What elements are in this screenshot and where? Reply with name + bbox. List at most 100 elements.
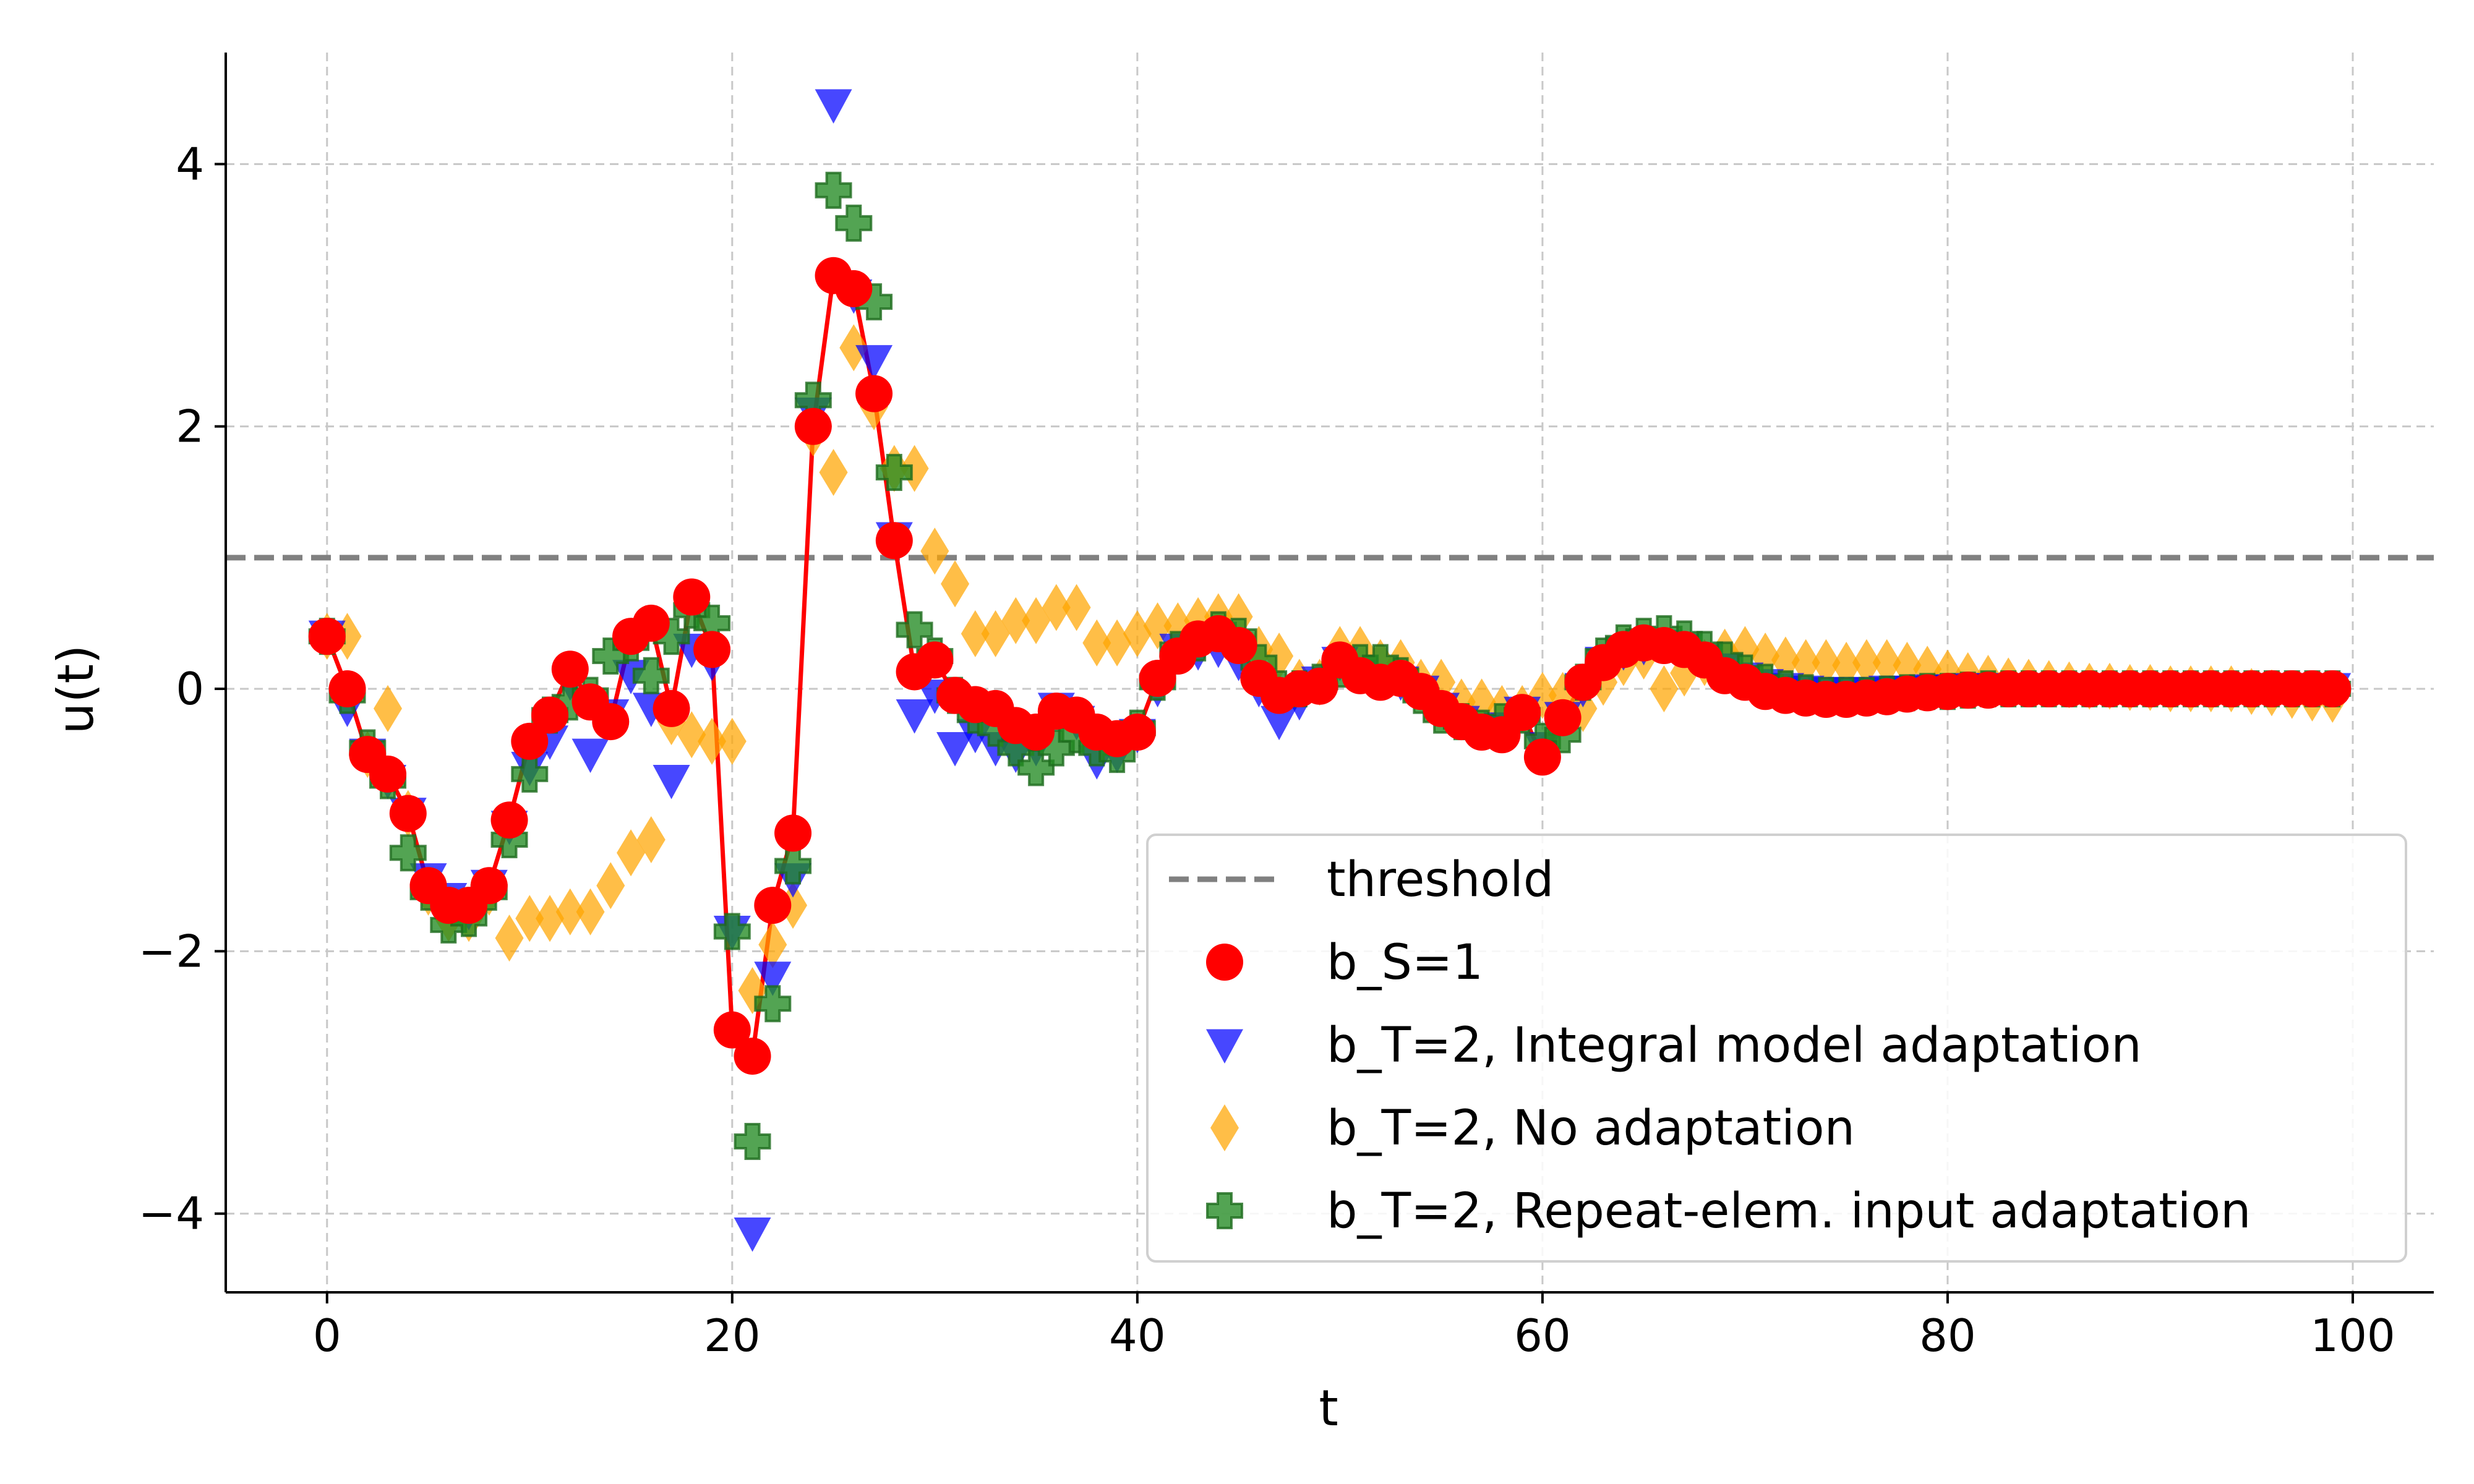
- legend: threshold b_S=1 b_T=2, Integral model adap…: [1146, 834, 2407, 1263]
- legend-label: b_T=2, No adaptation: [1327, 1101, 1855, 1156]
- data-point-b-t-2-no-adaptation: [374, 684, 403, 732]
- data-point-b-s-1: [1118, 714, 1156, 751]
- data-point-b-s-1: [1301, 667, 1338, 705]
- data-point-b-t-2-no-adaptation: [1062, 584, 1091, 631]
- data-point-b-s-1: [734, 1038, 771, 1075]
- data-point-b-t-2-no-adaptation: [1042, 584, 1071, 631]
- x-tick-label: 20: [704, 1310, 761, 1362]
- data-point-b-t-2-no-adaptation: [1872, 639, 1901, 686]
- data-point-b-t-2-no-adaptation: [1001, 597, 1030, 644]
- data-point-b-s-1: [328, 670, 366, 708]
- data-point-b-s-1: [308, 618, 346, 655]
- data-point-b-t-2-no-adaptation: [698, 717, 727, 765]
- data-point-b-t-2-integral-model-adaptation: [896, 699, 933, 734]
- axes: 0 20 40 60 80 100 −4 −2 0 2 4: [139, 53, 2434, 1362]
- legend-label: b_T=2, Repeat-elem. input adaptation: [1327, 1183, 2251, 1239]
- y-tick-label: 2: [176, 401, 204, 453]
- y-tick-label: −2: [139, 925, 204, 977]
- data-point-b-s-1: [592, 703, 630, 741]
- y-tick-label: −4: [139, 1188, 204, 1240]
- data-point-b-s-1: [531, 696, 569, 734]
- legend-handle-b-t-2-no-adaptation: [1210, 1104, 1239, 1151]
- data-point-b-t-2-integral-model-adaptation: [936, 731, 974, 767]
- data-point-b-t-2-no-adaptation: [839, 324, 868, 372]
- data-point-b-s-1: [490, 801, 528, 839]
- data-point-b-t-2-repeat-elem-input-adaptation: [511, 755, 549, 793]
- data-point-b-t-2-integral-model-adaptation: [653, 765, 690, 800]
- x-axis-label: t: [1319, 1380, 1338, 1437]
- data-point-b-s-1: [673, 578, 711, 616]
- data-point-b-t-2-repeat-elem-input-adaptation: [754, 985, 792, 1023]
- data-point-b-s-1: [875, 522, 913, 560]
- data-point-b-t-2-repeat-elem-input-adaptation: [875, 453, 913, 491]
- legend-label-threshold: threshold: [1327, 852, 1554, 908]
- legend-label: b_S=1: [1327, 935, 1483, 991]
- data-point-b-t-2-no-adaptation: [555, 888, 584, 936]
- data-point-b-t-2-no-adaptation: [636, 816, 666, 864]
- data-point-b-s-1: [1523, 738, 1561, 776]
- data-point-b-s-1: [2314, 670, 2352, 708]
- data-point-b-s-1: [369, 755, 407, 793]
- data-point-b-t-2-no-adaptation: [1103, 619, 1132, 667]
- data-point-b-t-2-no-adaptation: [920, 527, 949, 575]
- data-point-b-t-2-no-adaptation: [515, 895, 544, 942]
- data-point-b-t-2-no-adaptation: [1650, 665, 1679, 713]
- data-point-b-t-2-no-adaptation: [1082, 619, 1111, 667]
- data-point-b-t-2-integral-model-adaptation: [815, 89, 852, 124]
- data-point-b-s-1: [794, 407, 832, 445]
- series-markers: [308, 89, 2352, 1252]
- x-tick-label: 60: [1514, 1310, 1571, 1362]
- data-point-b-t-2-no-adaptation: [961, 610, 990, 657]
- data-point-b-t-2-integral-model-adaptation: [754, 962, 792, 996]
- data-point-b-t-2-no-adaptation: [1852, 639, 1881, 686]
- data-point-b-t-2-no-adaptation: [1812, 639, 1841, 686]
- legend-handle-b-t-2-integral-model-adaptation: [1206, 1029, 1243, 1064]
- data-point-b-s-1: [1544, 699, 1582, 736]
- data-point-b-s-1: [470, 867, 508, 905]
- data-point-b-t-2-repeat-elem-input-adaptation: [713, 913, 751, 950]
- data-point-b-t-2-no-adaptation: [819, 448, 848, 496]
- data-point-b-s-1: [1220, 627, 1257, 665]
- data-point-b-s-1: [774, 814, 812, 852]
- y-tick-label: 0: [176, 663, 204, 715]
- data-point-b-t-2-no-adaptation: [1123, 610, 1152, 657]
- data-point-b-s-1: [835, 270, 873, 307]
- x-tick-label: 100: [2310, 1310, 2395, 1362]
- data-point-b-s-1: [1504, 694, 1541, 731]
- data-point-b-t-2-repeat-elem-input-adaptation: [1017, 749, 1055, 787]
- data-point-b-t-2-repeat-elem-input-adaptation: [734, 1123, 771, 1161]
- data-point-b-s-1: [754, 887, 792, 924]
- data-point-b-s-1: [855, 375, 893, 412]
- data-point-b-t-2-integral-model-adaptation: [855, 345, 893, 380]
- legend-handle-b-t-2-repeat-elem-input-adaptation: [1206, 1192, 1243, 1229]
- legend-handle-b-s-1: [1206, 944, 1243, 981]
- data-point-b-t-2-repeat-elem-input-adaptation: [835, 204, 873, 242]
- x-tick-label: 40: [1109, 1310, 1166, 1362]
- data-point-b-s-1: [389, 795, 427, 832]
- data-point-b-t-2-repeat-elem-input-adaptation: [774, 847, 812, 885]
- data-point-b-s-1: [632, 604, 670, 642]
- data-point-b-t-2-no-adaptation: [717, 717, 747, 765]
- x-tick-label: 80: [1919, 1310, 1976, 1362]
- data-point-b-t-2-repeat-elem-input-adaptation: [632, 657, 670, 694]
- data-point-b-s-1: [916, 641, 954, 679]
- data-point-b-s-1: [551, 650, 589, 688]
- data-point-b-t-2-no-adaptation: [758, 921, 787, 968]
- data-point-b-t-2-no-adaptation: [1143, 602, 1172, 650]
- data-point-b-t-2-no-adaptation: [941, 560, 970, 608]
- data-point-b-t-2-no-adaptation: [495, 915, 524, 962]
- data-point-b-t-2-repeat-elem-input-adaptation: [815, 171, 852, 209]
- data-point-b-t-2-no-adaptation: [576, 888, 605, 936]
- legend-box: [1146, 834, 2407, 1263]
- data-point-b-t-2-no-adaptation: [536, 895, 565, 942]
- legend-label: b_T=2, Integral model adaptation: [1327, 1018, 2142, 1073]
- y-axis-label: u(t): [47, 645, 105, 735]
- data-point-b-t-2-no-adaptation: [596, 862, 625, 910]
- data-point-b-t-2-repeat-elem-input-adaptation: [389, 834, 427, 872]
- data-point-b-t-2-integral-model-adaptation: [734, 1217, 771, 1252]
- data-point-b-s-1: [713, 1011, 751, 1049]
- data-point-b-s-1: [653, 689, 690, 727]
- data-point-b-t-2-no-adaptation: [677, 711, 706, 759]
- y-tick-label: 4: [176, 138, 204, 190]
